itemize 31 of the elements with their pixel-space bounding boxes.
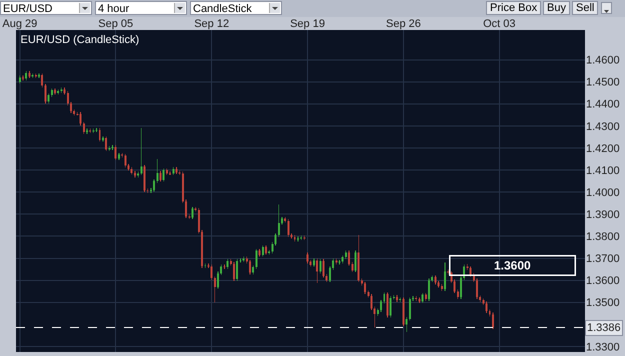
y-tick-label: 1.4000 — [586, 186, 620, 199]
ref-line-label: 1.3386 — [587, 322, 621, 334]
x-tick-label: Sep 12 — [194, 18, 230, 30]
y-tick-label: 1.4300 — [586, 120, 620, 133]
text: Buy — [543, 1, 570, 15]
y-tick-label: 1.4100 — [586, 164, 620, 177]
y-tick-label: 1.3900 — [586, 209, 620, 222]
y-tick-label: 1.3500 — [586, 297, 620, 310]
x-tick-label: Sep 26 — [386, 18, 421, 30]
candlestick — [38, 73, 40, 78]
y-tick-label: 1.3300 — [586, 341, 620, 354]
y-tick-label: 1.3700 — [586, 253, 620, 266]
annotation: 1.3600 — [494, 258, 532, 272]
x-tick-label: Sep 19 — [290, 18, 325, 30]
y-tick-label: 1.4400 — [586, 98, 620, 111]
candlestick — [96, 128, 98, 132]
y-tick-label: 1.3600 — [586, 275, 620, 288]
x-tick-label: Sep 05 — [98, 18, 134, 30]
text: EUR/USD — [3, 3, 53, 15]
x-tick-label: Aug 29 — [2, 18, 38, 30]
text: 4 hour — [98, 3, 130, 15]
x-tick-label: Oct 03 — [483, 18, 516, 30]
text: CandleStick — [193, 3, 252, 15]
text: Sell — [572, 1, 598, 15]
y-tick-label: 1.4500 — [586, 76, 620, 89]
y-tick-label: 1.4600 — [586, 54, 620, 67]
y-tick-label: 1.4200 — [586, 142, 620, 155]
candlestick — [239, 258, 242, 263]
text: Price Box — [486, 1, 542, 15]
chart-title: EUR/USD (CandleStick) — [20, 34, 140, 46]
y-tick-label: 1.3800 — [586, 231, 620, 244]
